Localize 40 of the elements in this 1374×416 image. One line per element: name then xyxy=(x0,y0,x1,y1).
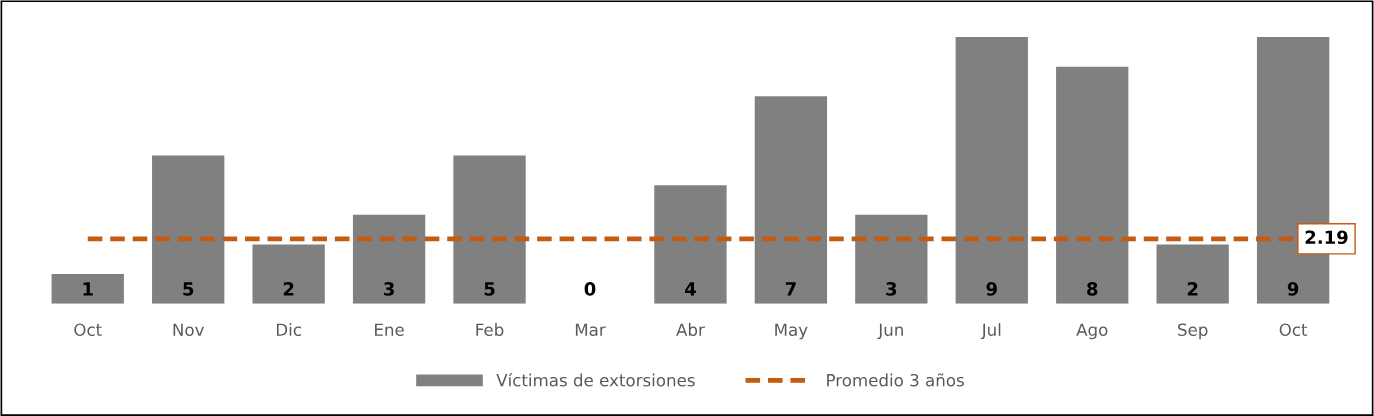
x-tick-label: Oct xyxy=(74,323,102,337)
bar xyxy=(1156,244,1229,304)
bar xyxy=(654,185,727,304)
x-tick-label: Sep xyxy=(1178,323,1208,340)
bar xyxy=(352,214,426,304)
x-tick-label: Feb xyxy=(476,323,504,337)
x-tick-label: Abr xyxy=(676,323,705,337)
x-tick-label: Jun xyxy=(877,323,903,340)
x-tick-label: Ene xyxy=(375,323,404,337)
x-tick-label: Nov xyxy=(173,323,204,337)
data-label: 9 xyxy=(986,282,997,296)
x-tick-label: Ago xyxy=(1076,323,1108,340)
x-tick-label: Oct xyxy=(1279,323,1308,337)
data-label: 4 xyxy=(684,282,696,296)
x-tick-label: Dic xyxy=(276,323,301,337)
x-tick-label: Jul xyxy=(980,323,1001,340)
legend-label: Víctimas de extorsiones xyxy=(496,372,695,387)
data-label: 7 xyxy=(785,282,796,296)
legend-label: Promedio 3 años xyxy=(827,373,964,387)
bar xyxy=(453,155,526,304)
data-label: 0 xyxy=(584,282,596,296)
x-tick-label: Mar xyxy=(575,323,606,337)
bar xyxy=(855,214,928,304)
bar xyxy=(1056,66,1129,304)
x-tick-label: May xyxy=(775,323,808,340)
data-label: 1 xyxy=(83,282,93,296)
bar xyxy=(51,274,124,304)
data-label: 8 xyxy=(1087,282,1098,296)
data-label: 5 xyxy=(183,282,194,296)
data-label: 2 xyxy=(283,282,294,296)
bar xyxy=(252,244,325,304)
data-label: 5 xyxy=(484,282,495,296)
data-label: 2.19 xyxy=(1305,230,1348,245)
bar xyxy=(955,37,1028,304)
data-label: 2 xyxy=(1187,282,1198,296)
bar xyxy=(754,96,828,304)
data-label: 3 xyxy=(886,282,897,296)
bar xyxy=(152,155,225,304)
data-label: 9 xyxy=(1287,282,1299,296)
data-label: 3 xyxy=(384,282,394,296)
